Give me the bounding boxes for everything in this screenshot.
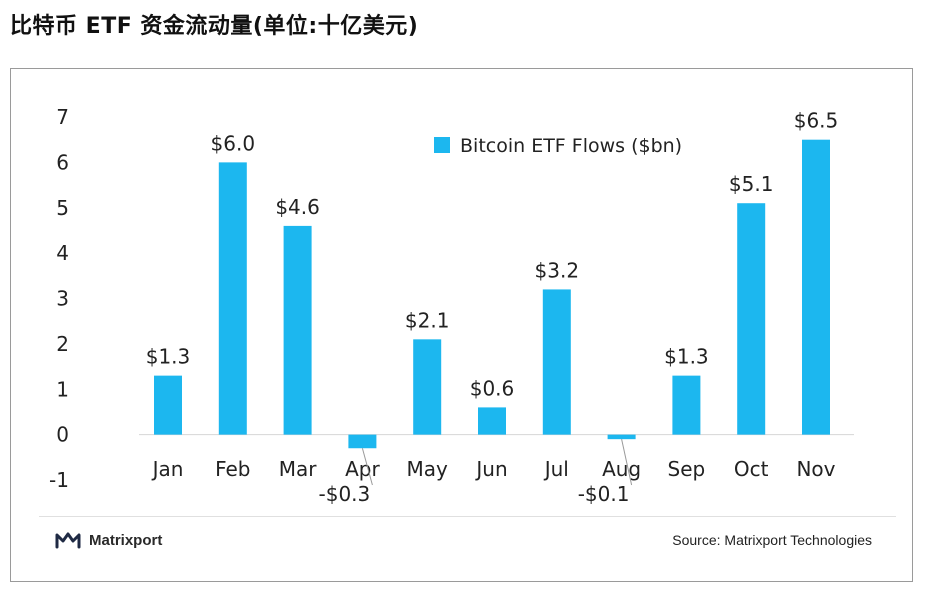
data-label: $6.5 [794, 109, 839, 133]
data-label: $0.6 [470, 376, 515, 400]
source-note: Source: Matrixport Technologies [672, 532, 872, 548]
brand-name: Matrixport [89, 531, 163, 549]
data-label: $5.1 [729, 172, 774, 196]
bar [413, 339, 442, 435]
y-tick-label: 0 [56, 423, 69, 447]
x-tick-label: May [407, 457, 449, 481]
bar [154, 375, 182, 435]
y-tick-label: 3 [56, 287, 69, 311]
x-tick-label: Oct [734, 457, 769, 481]
data-label: $6.0 [211, 131, 256, 155]
x-tick-label: Aug [602, 457, 641, 481]
data-label: $2.1 [405, 308, 450, 332]
legend-label: Bitcoin ETF Flows ($bn) [460, 135, 682, 157]
chart-card: 7 6 5 4 3 2 1 0 -1 Jan $1.3 Feb $6.0 Mar $4.6 Apr May $2.… [10, 68, 913, 582]
x-tick-label: Jan [151, 457, 184, 481]
bar [737, 203, 766, 435]
data-label: -$0.1 [578, 482, 630, 506]
y-tick-label: 2 [56, 332, 69, 356]
x-tick-label: Mar [279, 457, 318, 481]
bar [218, 162, 247, 435]
y-tick-label: 7 [56, 105, 69, 129]
legend-swatch [434, 137, 450, 153]
data-label: -$0.3 [319, 482, 371, 506]
data-label: $1.3 [146, 345, 191, 369]
bar-chart: 7 6 5 4 3 2 1 0 -1 Jan $1.3 Feb $6.0 Mar $4.6 Apr May $2.… [49, 105, 854, 506]
x-tick-label: Apr [345, 457, 380, 481]
bar [348, 434, 377, 449]
data-label: $1.3 [664, 345, 709, 369]
leader-line [621, 439, 633, 486]
x-tick-label: Jul [543, 457, 569, 481]
bar [672, 375, 701, 435]
x-tick-label: Nov [796, 457, 835, 481]
x-tick-label: Feb [215, 457, 250, 481]
x-tick-label: Sep [668, 457, 706, 481]
bar [478, 407, 506, 435]
leader-line [361, 448, 373, 486]
x-tick-label: Jun [474, 457, 507, 481]
y-tick-label: 6 [56, 150, 69, 174]
brand: Matrixport [55, 531, 162, 549]
data-label: $3.2 [535, 258, 580, 282]
bar [283, 225, 312, 435]
y-tick-label: 4 [56, 241, 69, 265]
matrixport-logo-icon [55, 532, 81, 549]
page-title: 比特币 ETF 资金流动量(单位:十亿美元) [10, 14, 419, 39]
bar [607, 434, 636, 440]
y-tick-label: -1 [49, 468, 69, 492]
footer-divider [39, 516, 896, 517]
bar [802, 139, 830, 435]
data-label: $4.6 [275, 195, 320, 219]
y-tick-label: 1 [56, 377, 69, 401]
bar [542, 289, 571, 435]
y-tick-label: 5 [56, 196, 69, 220]
